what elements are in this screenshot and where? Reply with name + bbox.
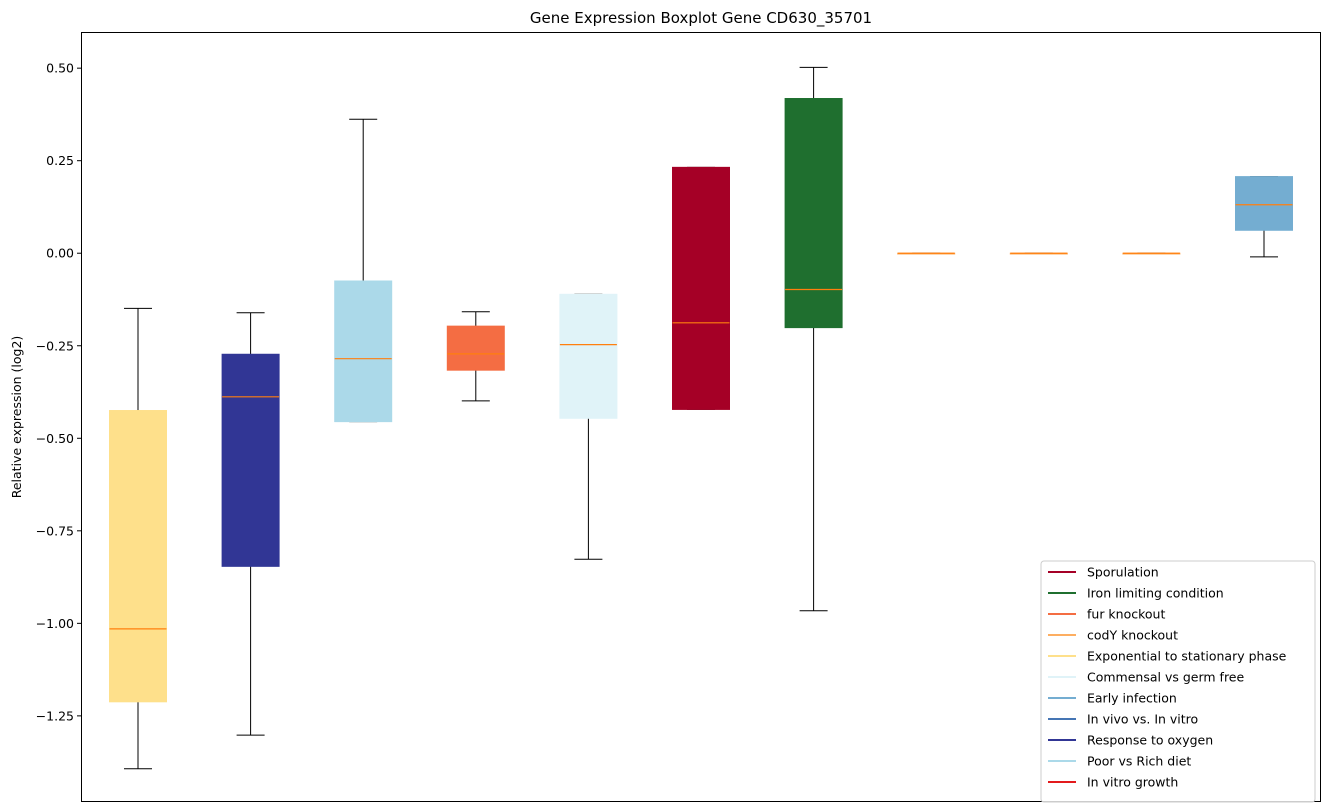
legend-label: Response to oxygen (1087, 733, 1213, 748)
legend-item: In vitro growth (1048, 775, 1178, 790)
box-iqr (221, 353, 280, 567)
legend-label: codY knockout (1087, 628, 1178, 643)
legend-item: Response to oxygen (1048, 733, 1213, 748)
box-2 (221, 312, 280, 736)
legend-item: Iron limiting condition (1048, 586, 1224, 601)
box-7 (784, 66, 843, 612)
box-iqr (559, 293, 618, 419)
y-tick-label: −0.50 (36, 431, 74, 446)
y-tick-label: 0.25 (46, 153, 74, 168)
boxes-layer (109, 66, 1293, 770)
box-5 (559, 293, 618, 560)
plot-frame (81, 32, 1321, 802)
legend-item: Poor vs Rich diet (1048, 754, 1191, 769)
box-3 (334, 118, 393, 423)
legend-item: Commensal vs germ free (1048, 670, 1244, 685)
y-tick-label: −1.25 (36, 708, 74, 723)
legend-label: Early infection (1087, 691, 1177, 706)
y-tick-label: 0.50 (46, 61, 74, 76)
legend-label: Iron limiting condition (1087, 586, 1224, 601)
y-axis-label: Relative expression (log2) (9, 336, 24, 499)
y-tick-label: −0.25 (36, 338, 74, 353)
box-10 (1122, 252, 1181, 255)
legend-item: Sporulation (1048, 565, 1159, 580)
y-tick-label: −0.75 (36, 523, 74, 538)
y-tick-label: −1.00 (36, 616, 74, 631)
box-8 (897, 252, 956, 255)
box-6 (672, 166, 730, 410)
box-4 (446, 311, 505, 402)
legend-item: codY knockout (1048, 628, 1178, 643)
legend-label: Commensal vs germ free (1087, 670, 1244, 685)
legend-label: In vivo vs. In vitro (1087, 712, 1198, 727)
legend-label: Sporulation (1087, 565, 1159, 580)
y-tick-label: 0.00 (46, 246, 74, 261)
box-iqr (109, 410, 167, 703)
legend-item: Early infection (1048, 691, 1177, 706)
legend-item: fur knockout (1048, 607, 1165, 622)
box-9 (1009, 252, 1068, 255)
legend: Sporulation Iron limiting condition fur kn… (1040, 560, 1316, 803)
chart-title: Gene Expression Boxplot Gene CD630_35701 (530, 9, 872, 28)
box-1 (109, 307, 167, 770)
legend-item: In vivo vs. In vitro (1048, 712, 1198, 727)
legend-frame (1040, 560, 1316, 803)
box-iqr (334, 280, 393, 423)
box-iqr (672, 166, 730, 410)
legend-label: fur knockout (1087, 607, 1165, 622)
legend-label: In vitro growth (1087, 775, 1178, 790)
box-iqr (446, 325, 505, 371)
box-iqr (1235, 176, 1293, 231)
y-axis: 0.50 0.25 0.00 −0.25 −0.50 −0.75 −1.00 −1.25 (36, 61, 82, 723)
box-iqr (784, 98, 843, 329)
legend-item: Exponential to stationary phase (1048, 649, 1287, 664)
legend-label: Exponential to stationary phase (1087, 649, 1287, 664)
box-11 (1235, 176, 1293, 258)
legend-label: Poor vs Rich diet (1087, 754, 1191, 769)
